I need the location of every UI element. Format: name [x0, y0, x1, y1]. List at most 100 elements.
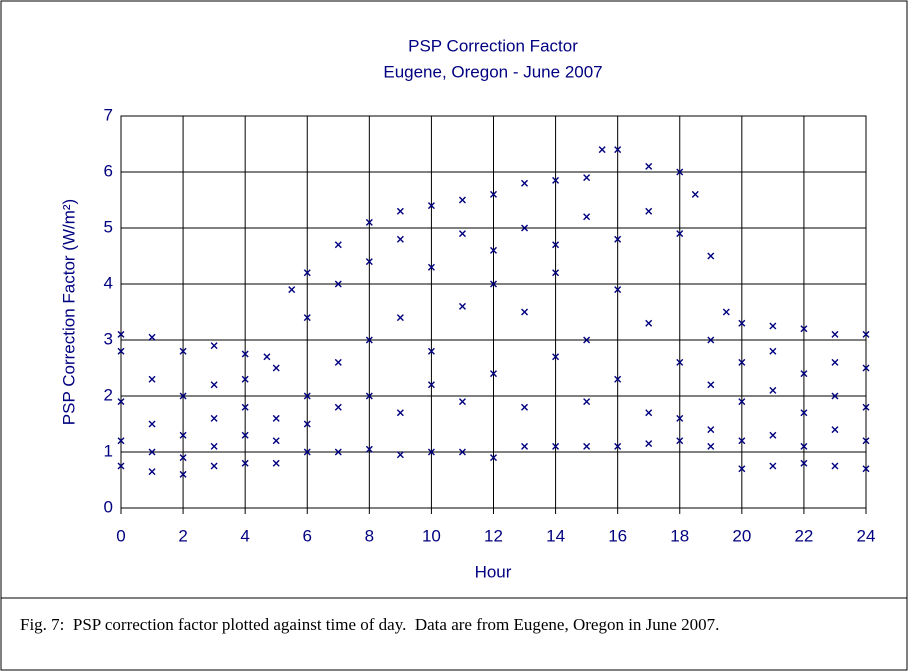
scatter-point	[365, 392, 373, 400]
scatter-point	[769, 386, 777, 394]
scatter-point	[272, 414, 280, 422]
scatter-point	[303, 314, 311, 322]
scatter-point	[272, 437, 280, 445]
scatter-point	[831, 426, 839, 434]
x-tick-label: 20	[732, 526, 751, 545]
chart-title: PSP Correction Factor	[408, 36, 578, 55]
scatter-point	[303, 269, 311, 277]
scatter-point	[117, 347, 125, 355]
scatter-point	[645, 319, 653, 327]
scatter-point	[148, 468, 156, 476]
x-tick-label: 16	[608, 526, 627, 545]
scatter-point	[303, 392, 311, 400]
scatter-point	[769, 431, 777, 439]
scatter-point	[427, 347, 435, 355]
y-axis-label: PSP Correction Factor (W/m²)	[59, 199, 78, 425]
scatter-point	[707, 336, 715, 344]
scatter-point	[800, 325, 808, 333]
scatter-point	[458, 302, 466, 310]
scatter-point	[490, 280, 497, 288]
scatter-point	[427, 202, 435, 210]
y-tick-label: 2	[104, 385, 113, 404]
scatter-point	[614, 442, 622, 450]
scatter-point	[396, 409, 404, 417]
scatter-point	[552, 353, 560, 361]
figure-caption: Fig. 7: PSP correction factor plotted ag…	[20, 615, 720, 634]
scatter-point	[490, 370, 497, 378]
scatter-point	[676, 168, 684, 176]
y-tick-label: 0	[104, 497, 113, 516]
scatter-point	[241, 350, 249, 358]
scatter-point	[210, 442, 218, 450]
x-tick-label: 4	[240, 526, 249, 545]
scatter-point	[676, 437, 684, 445]
scatter-point	[303, 420, 311, 428]
scatter-point	[769, 322, 777, 330]
y-tick-label: 7	[104, 105, 113, 124]
scatter-point	[396, 314, 404, 322]
scatter-point	[800, 409, 808, 417]
y-tick-label: 3	[104, 329, 113, 348]
scatter-point	[707, 252, 715, 260]
scatter-point	[210, 462, 218, 470]
x-tick-label: 24	[857, 526, 876, 545]
scatter-point	[334, 358, 342, 366]
x-tick-label: 8	[365, 526, 374, 545]
y-tick-label: 5	[104, 217, 113, 236]
scatter-point	[521, 442, 529, 450]
scatter-point	[458, 230, 466, 238]
scatter-point	[583, 174, 591, 182]
scatter-point	[738, 398, 746, 406]
x-tick-label: 0	[116, 526, 125, 545]
x-tick-label: 22	[794, 526, 813, 545]
scatter-point	[552, 269, 560, 277]
scatter-point	[831, 358, 839, 366]
scatter-point	[521, 224, 529, 232]
scatter-point	[288, 286, 296, 294]
scatter-point	[490, 246, 497, 254]
scatter-point	[552, 442, 560, 450]
scatter-point	[552, 241, 560, 249]
scatter-point	[738, 358, 746, 366]
x-axis-label: Hour	[475, 562, 512, 581]
x-tick-label: 14	[546, 526, 565, 545]
scatter-point	[800, 442, 808, 450]
scatter-point	[521, 179, 529, 187]
x-tick-label: 12	[484, 526, 503, 545]
scatter-point	[179, 392, 187, 400]
scatter-point	[862, 403, 870, 411]
scatter-point	[263, 353, 271, 361]
scatter-point	[210, 381, 218, 389]
scatter-point	[365, 445, 373, 453]
scatter-point	[707, 426, 715, 434]
plot-border	[120, 115, 867, 509]
scatter-point	[427, 381, 435, 389]
scatter-point	[396, 451, 404, 459]
scatter-point	[458, 196, 466, 204]
scatter-point	[272, 459, 280, 467]
scatter-point	[583, 442, 591, 450]
y-tick-label: 1	[104, 441, 113, 460]
scatter-point	[598, 146, 606, 154]
scatter-point	[117, 330, 125, 338]
scatter-point	[583, 336, 591, 344]
scatter-point	[583, 213, 591, 221]
scatter-point	[179, 347, 187, 355]
scatter-point	[179, 431, 187, 439]
y-tick-label: 6	[104, 161, 113, 180]
scatter-point	[303, 448, 311, 456]
scatter-point	[862, 465, 870, 473]
scatter-point	[645, 440, 653, 448]
scatter-point	[614, 286, 622, 294]
scatter-point	[769, 462, 777, 470]
scatter-point	[676, 230, 684, 238]
x-tick-label: 10	[422, 526, 441, 545]
scatter-point	[117, 462, 125, 470]
y-tick-label: 4	[104, 273, 113, 292]
scatter-point	[583, 398, 591, 406]
scatter-point	[676, 358, 684, 366]
scatter-point	[427, 263, 435, 271]
scatter-point	[396, 235, 404, 243]
scatter-point	[334, 403, 342, 411]
